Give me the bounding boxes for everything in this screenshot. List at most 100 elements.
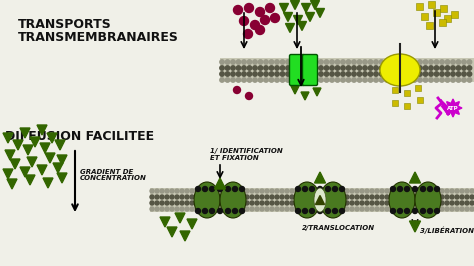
Circle shape <box>398 209 402 214</box>
Polygon shape <box>293 15 302 24</box>
Circle shape <box>319 60 323 64</box>
Circle shape <box>380 195 384 199</box>
Circle shape <box>385 78 389 82</box>
Circle shape <box>150 201 154 205</box>
Circle shape <box>315 207 319 211</box>
Bar <box>392 100 398 106</box>
Circle shape <box>423 66 428 70</box>
Circle shape <box>315 189 319 193</box>
Circle shape <box>450 189 454 193</box>
Circle shape <box>324 72 328 76</box>
Circle shape <box>423 78 428 82</box>
Circle shape <box>270 207 274 211</box>
Circle shape <box>410 207 414 211</box>
Circle shape <box>205 201 209 205</box>
Circle shape <box>185 201 189 205</box>
Polygon shape <box>298 22 307 31</box>
Circle shape <box>415 201 419 205</box>
Circle shape <box>440 66 444 70</box>
Circle shape <box>418 66 422 70</box>
Circle shape <box>210 209 215 214</box>
Circle shape <box>308 78 312 82</box>
Circle shape <box>220 66 224 70</box>
Circle shape <box>390 201 394 205</box>
Circle shape <box>434 66 439 70</box>
Circle shape <box>405 195 409 199</box>
Circle shape <box>247 66 252 70</box>
Circle shape <box>292 66 296 70</box>
Circle shape <box>247 78 252 82</box>
Circle shape <box>425 195 429 199</box>
Polygon shape <box>160 217 170 227</box>
Polygon shape <box>306 13 315 22</box>
Polygon shape <box>285 23 294 32</box>
Circle shape <box>400 207 404 211</box>
Circle shape <box>285 189 289 193</box>
Circle shape <box>340 189 344 193</box>
Polygon shape <box>20 128 30 138</box>
Circle shape <box>231 78 235 82</box>
Circle shape <box>265 189 269 193</box>
Circle shape <box>410 201 414 205</box>
Circle shape <box>380 189 384 193</box>
Circle shape <box>200 195 204 199</box>
Circle shape <box>310 209 315 214</box>
Circle shape <box>180 195 184 199</box>
Circle shape <box>258 66 263 70</box>
Circle shape <box>450 201 454 205</box>
Circle shape <box>239 209 245 214</box>
Circle shape <box>195 189 199 193</box>
Circle shape <box>467 60 472 64</box>
Circle shape <box>455 207 459 211</box>
Circle shape <box>357 60 362 64</box>
Circle shape <box>335 201 339 205</box>
Circle shape <box>310 201 314 205</box>
Circle shape <box>225 60 230 64</box>
Circle shape <box>231 60 235 64</box>
Circle shape <box>190 201 194 205</box>
Circle shape <box>264 66 268 70</box>
Circle shape <box>405 189 409 193</box>
Circle shape <box>330 207 334 211</box>
Polygon shape <box>30 137 40 147</box>
Bar <box>428 1 436 7</box>
Circle shape <box>430 207 434 211</box>
Circle shape <box>401 78 406 82</box>
Circle shape <box>237 78 241 82</box>
Polygon shape <box>40 143 50 153</box>
Circle shape <box>434 72 439 76</box>
Circle shape <box>280 207 284 211</box>
Circle shape <box>275 72 279 76</box>
Circle shape <box>456 72 461 76</box>
Circle shape <box>418 60 422 64</box>
Circle shape <box>155 189 159 193</box>
Circle shape <box>233 186 237 192</box>
Circle shape <box>195 209 201 214</box>
Circle shape <box>269 66 273 70</box>
Circle shape <box>160 207 164 211</box>
Circle shape <box>340 201 344 205</box>
Circle shape <box>390 207 394 211</box>
Circle shape <box>335 78 340 82</box>
Circle shape <box>195 201 199 205</box>
Circle shape <box>319 72 323 76</box>
Circle shape <box>150 189 154 193</box>
Circle shape <box>242 72 246 76</box>
Circle shape <box>396 72 400 76</box>
Circle shape <box>286 66 290 70</box>
Circle shape <box>245 207 249 211</box>
Ellipse shape <box>380 54 420 86</box>
Circle shape <box>220 189 224 193</box>
Bar <box>417 2 423 10</box>
Polygon shape <box>280 3 289 13</box>
Circle shape <box>352 72 356 76</box>
Circle shape <box>226 186 230 192</box>
Circle shape <box>295 207 299 211</box>
Circle shape <box>350 207 354 211</box>
Circle shape <box>330 201 334 205</box>
Circle shape <box>360 189 364 193</box>
Circle shape <box>310 186 315 192</box>
Circle shape <box>319 78 323 82</box>
Circle shape <box>325 189 329 193</box>
Circle shape <box>335 195 339 199</box>
